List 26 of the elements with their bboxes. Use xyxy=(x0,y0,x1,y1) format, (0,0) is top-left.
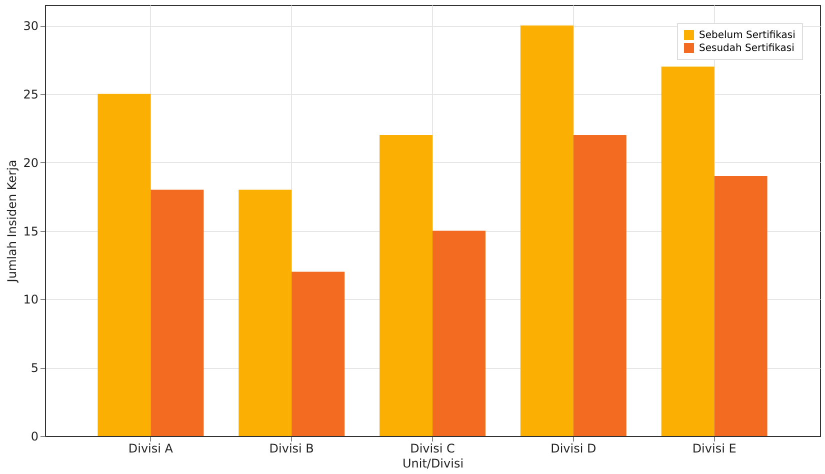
legend-label: Sebelum Sertifikasi xyxy=(699,30,796,41)
y-tick-label: 15 xyxy=(23,224,38,238)
bar xyxy=(98,94,151,436)
bar xyxy=(520,26,574,436)
x-tick-label: Divisi D xyxy=(550,442,596,456)
y-tick-label: 25 xyxy=(23,87,38,102)
bar xyxy=(714,176,768,436)
bar xyxy=(573,134,626,436)
x-axis-title: Unit/Divisi xyxy=(402,456,464,470)
y-tick-label: 5 xyxy=(30,361,38,376)
x-tick-label: Divisi B xyxy=(269,442,314,456)
legend-label: Sesudah Sertifikasi xyxy=(699,43,794,54)
y-axis-title: Jumlah Insiden Kerja xyxy=(5,160,20,284)
x-tick-label: Divisi A xyxy=(128,442,174,456)
y-tick-label: 20 xyxy=(23,156,38,170)
y-tick-label: 30 xyxy=(23,19,38,34)
bar xyxy=(432,230,486,436)
bar xyxy=(150,190,204,436)
bar xyxy=(292,272,345,436)
x-tick-label: Divisi E xyxy=(692,442,736,456)
bar xyxy=(661,66,714,436)
x-tick-label: Divisi C xyxy=(410,442,455,456)
bar xyxy=(238,190,292,436)
y-tick-label: 10 xyxy=(23,292,38,307)
y-tick-label: 0 xyxy=(30,430,38,444)
bar xyxy=(380,134,432,436)
